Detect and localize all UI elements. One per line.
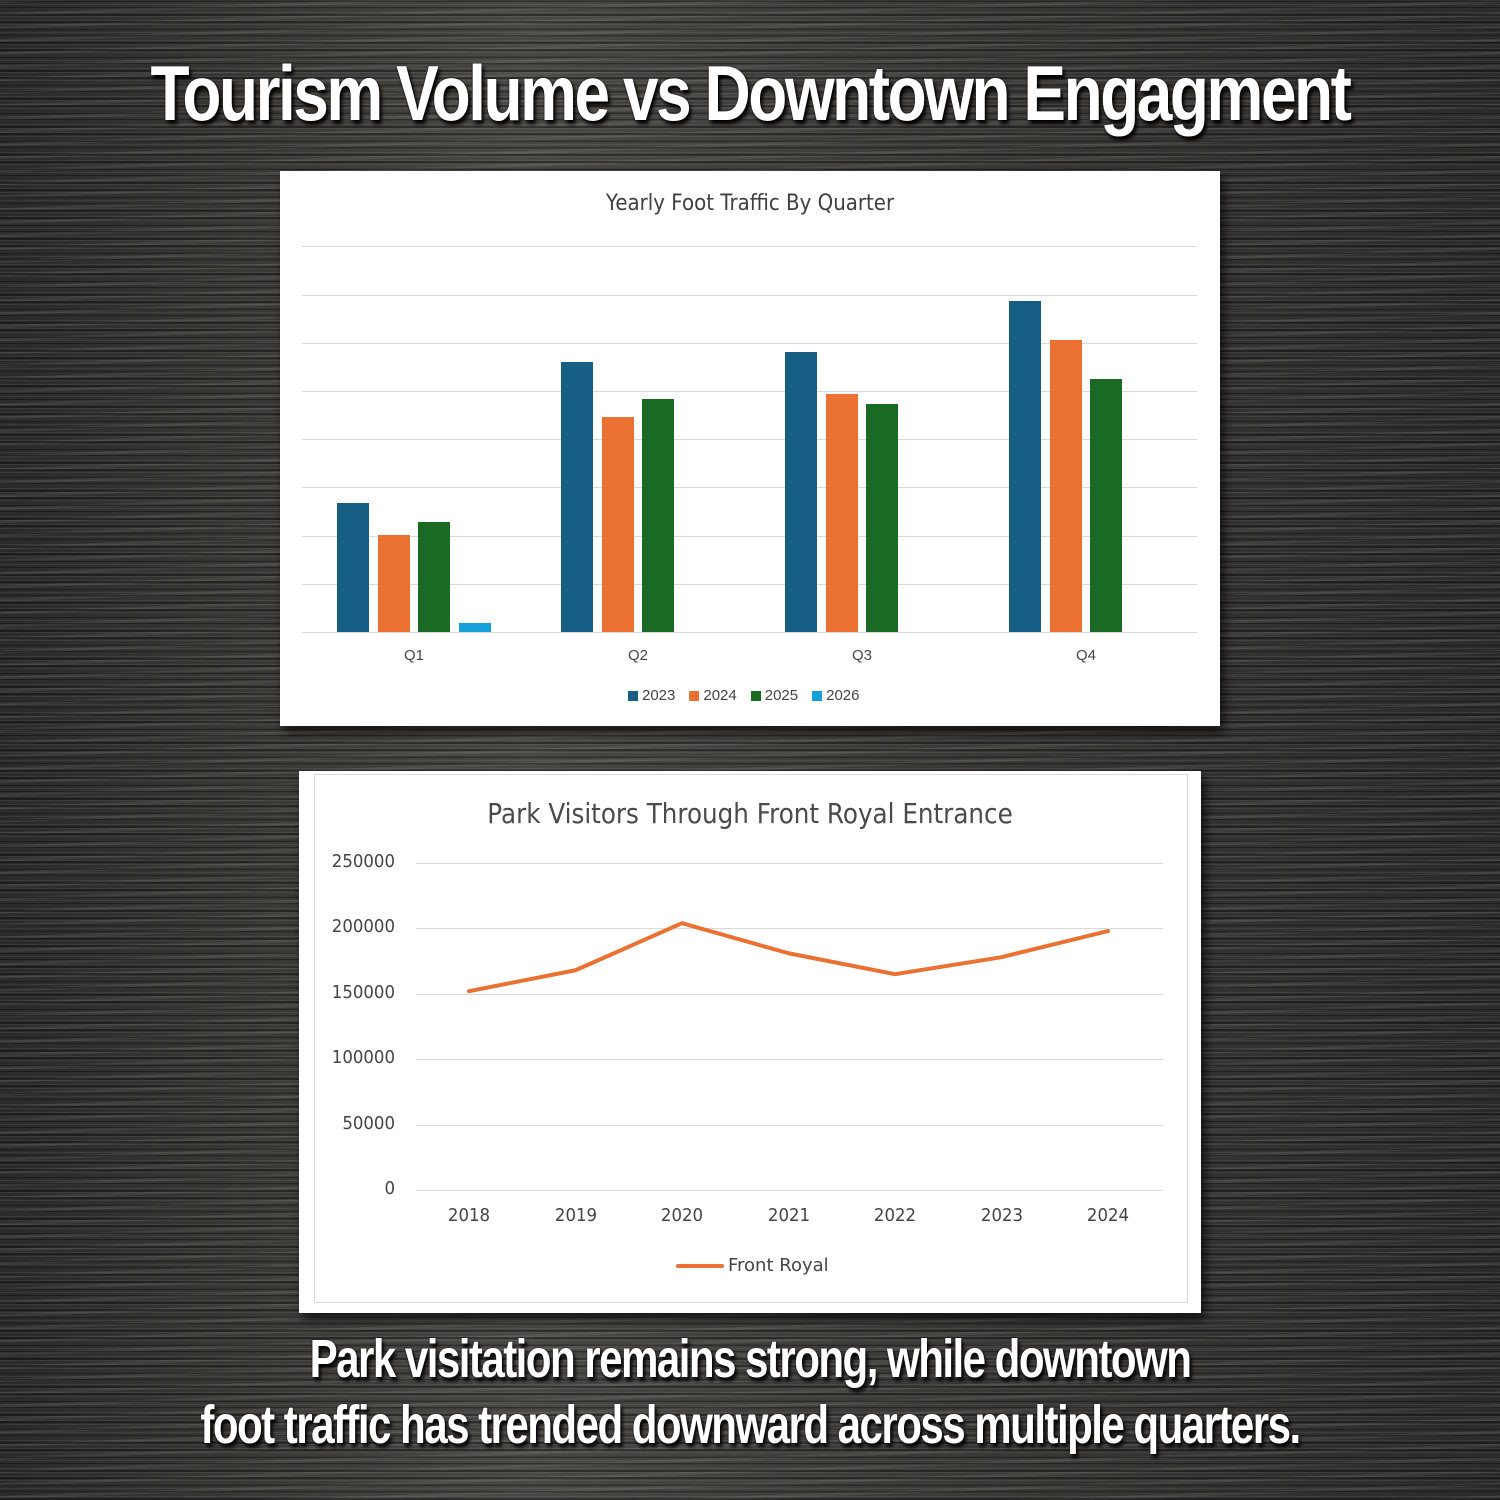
legend-line-swatch bbox=[676, 1263, 724, 1268]
y-tick-label: 200000 bbox=[331, 916, 395, 938]
x-tick-label: Q4 bbox=[1075, 647, 1096, 664]
x-tick-label: Q1 bbox=[403, 647, 424, 664]
legend-swatch bbox=[689, 690, 700, 701]
legend-item-2024: 2024 bbox=[689, 687, 737, 704]
y-tick-label: 0 bbox=[384, 1178, 395, 1199]
front-royal-line bbox=[467, 921, 1110, 994]
legend-swatch bbox=[750, 690, 761, 701]
x-tick-label: 2018 bbox=[447, 1205, 491, 1226]
x-tick-label: 2020 bbox=[660, 1205, 704, 1226]
bar-q2-2025 bbox=[642, 399, 674, 632]
chart-area-border bbox=[314, 774, 1188, 1303]
line-chart-series bbox=[467, 921, 1110, 994]
bar-q1-2026 bbox=[458, 622, 491, 632]
y-tick-label: 50000 bbox=[342, 1112, 395, 1134]
y-tick-label: 250000 bbox=[331, 851, 395, 872]
bar-chart-title: Yearly Foot Traffic By Quarter bbox=[605, 191, 895, 216]
legend-item-2026: 2026 bbox=[812, 687, 860, 704]
bar-q2-2024 bbox=[601, 417, 634, 632]
x-tick-label: Q3 bbox=[851, 647, 872, 664]
gridline bbox=[416, 1059, 1163, 1060]
x-tick-label: Q2 bbox=[627, 647, 648, 664]
legend-label: 2025 bbox=[764, 687, 799, 704]
gridline bbox=[416, 994, 1163, 995]
x-tick-label: 2024 bbox=[1086, 1205, 1130, 1226]
gridline bbox=[302, 343, 1197, 344]
infographic-title: Tourism Volume vs Downtown Engagment bbox=[150, 49, 1351, 137]
bar-q4-2024 bbox=[1049, 339, 1082, 632]
y-tick-label: 150000 bbox=[331, 981, 395, 1003]
bar-chart-card: Yearly Foot Traffic By Quarter Q1 Q2 Q3 Q4 … bbox=[280, 171, 1220, 726]
legend-item-2023: 2023 bbox=[628, 687, 675, 704]
line-chart-card: Park Visitors Through Front Royal Entran… bbox=[299, 771, 1201, 1313]
bar-q4-2025 bbox=[1090, 378, 1122, 632]
bar-q2-2023 bbox=[561, 362, 593, 632]
line-chart-title: Park Visitors Through Front Royal Entran… bbox=[487, 797, 1013, 830]
gridline bbox=[302, 584, 1197, 585]
gridline bbox=[416, 863, 1163, 864]
gridline bbox=[302, 295, 1197, 296]
gridline bbox=[302, 391, 1197, 392]
x-tick-label: 2021 bbox=[767, 1205, 810, 1226]
gridline bbox=[302, 439, 1197, 440]
legend-label-front-royal: Front Royal bbox=[728, 1255, 829, 1276]
bar-q1-2025 bbox=[418, 522, 450, 632]
gridline bbox=[416, 1125, 1163, 1126]
bar-q3-2023 bbox=[785, 351, 817, 632]
gridline bbox=[302, 487, 1197, 488]
bar-q1-2023 bbox=[337, 502, 369, 632]
y-tick-label: 100000 bbox=[331, 1047, 395, 1069]
gridline bbox=[302, 632, 1197, 633]
bar-q3-2025 bbox=[866, 404, 898, 632]
legend-label: 2023 bbox=[642, 687, 676, 704]
bar-q4-2023 bbox=[1009, 300, 1041, 632]
gridline bbox=[416, 1190, 1163, 1191]
x-tick-label: 2019 bbox=[554, 1205, 597, 1226]
bar-chart-legend: 2023 2024 2025 2026 bbox=[628, 687, 860, 704]
legend-swatch bbox=[812, 690, 823, 701]
bar-q3-2024 bbox=[825, 393, 858, 632]
legend-swatch bbox=[628, 690, 638, 701]
line-chart-legend: Front Royal bbox=[676, 1255, 829, 1276]
x-tick-label: 2022 bbox=[873, 1205, 917, 1226]
gridline bbox=[302, 536, 1197, 537]
caption-line-1: Park visitation remains strong, while do… bbox=[309, 1329, 1192, 1389]
x-tick-label: 2023 bbox=[980, 1205, 1023, 1226]
caption-line-2: foot traffic has trended downward across… bbox=[200, 1395, 1301, 1455]
bar-q1-2024 bbox=[377, 535, 410, 632]
gridline bbox=[416, 928, 1163, 929]
legend-label: 2026 bbox=[826, 687, 860, 704]
legend-label: 2024 bbox=[703, 687, 737, 704]
legend-item-2025: 2025 bbox=[750, 687, 799, 704]
gridline bbox=[302, 246, 1197, 247]
